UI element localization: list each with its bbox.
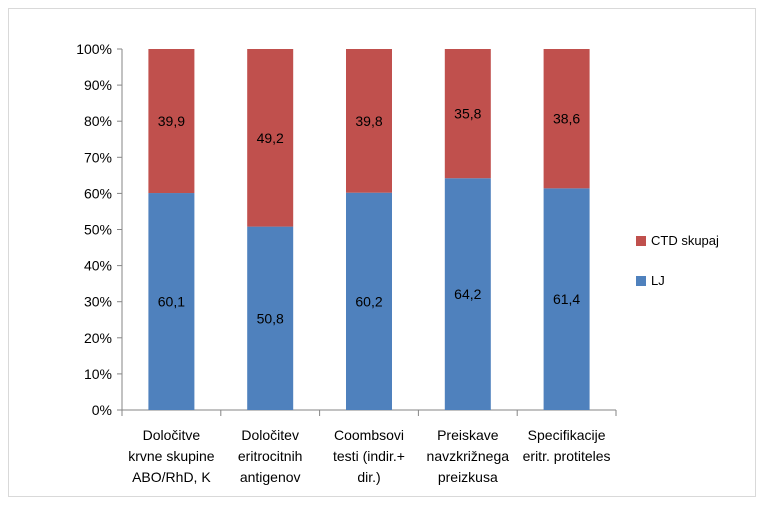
legend-swatch — [636, 276, 646, 286]
bars — [148, 49, 590, 410]
y-tick-label: 10% — [84, 366, 112, 382]
category-label: Preiskave — [437, 427, 499, 443]
data-labels: 60,1 39,9 50,8 49,2 60,2 39,8 64,2 35,8 61,4 38,6 — [158, 106, 581, 327]
y-tick-label: 20% — [84, 330, 112, 346]
bar-lj — [444, 178, 491, 410]
y-tick-label: 60% — [84, 185, 112, 201]
category-label: navzkrižnega — [427, 448, 510, 464]
category-labels: Določitve krvne skupine ABO/RhD, K Določite… — [128, 427, 610, 485]
bar-lj — [247, 226, 294, 410]
data-label: 64,2 — [454, 286, 481, 302]
axes: 0% 10% 20% 30% 40% 50% 60% 70% 80% 90% 100% — [76, 41, 617, 418]
legend-entry: CTD skupaj — [651, 233, 719, 248]
bar-ctd-skupaj — [346, 49, 392, 193]
y-tick-label: 30% — [84, 294, 112, 310]
category-label: Določitve — [143, 427, 201, 443]
y-tick-label: 50% — [84, 222, 112, 238]
y-tick-label: 40% — [84, 258, 112, 274]
legend-entry: LJ — [651, 273, 665, 288]
category-label: ABO/RhD, K — [132, 469, 211, 485]
legend: CTD skupaj LJ — [636, 233, 719, 288]
data-label: 50,8 — [257, 310, 284, 326]
data-label: 35,8 — [454, 106, 481, 122]
y-tick-label: 80% — [84, 113, 112, 129]
y-tick-label: 100% — [76, 41, 112, 57]
y-tick-label: 0% — [92, 402, 112, 418]
y-tick-label: 70% — [84, 149, 112, 165]
category-label: dir.) — [357, 469, 380, 485]
bar-ctd-skupaj — [247, 49, 294, 227]
category-label: preizkusa — [438, 469, 498, 485]
data-label: 49,2 — [257, 130, 284, 146]
data-label: 39,8 — [355, 113, 382, 129]
data-label: 60,2 — [355, 293, 382, 309]
bar-lj — [148, 193, 195, 410]
category-label: eritrocitnih — [238, 448, 303, 464]
bar-ctd-skupaj — [543, 49, 590, 189]
category-label: Specifikacije — [528, 427, 606, 443]
category-label: Določitev — [241, 427, 299, 443]
bar-ctd-skupaj — [148, 49, 195, 194]
category-label: krvne skupine — [128, 448, 215, 464]
legend-swatch — [636, 236, 646, 246]
category-label: testi (indir.+ — [333, 448, 405, 464]
category-label: eritr. protiteles — [523, 448, 611, 464]
y-tick-label: 90% — [84, 77, 112, 93]
category-label: antigenov — [240, 469, 301, 485]
bar-lj — [346, 192, 392, 410]
data-label: 39,9 — [158, 113, 185, 129]
category-label: Coombsovi — [334, 427, 404, 443]
data-label: 60,1 — [158, 294, 185, 310]
bar-lj — [543, 188, 590, 410]
data-label: 38,6 — [553, 111, 580, 127]
data-label: 61,4 — [553, 291, 580, 307]
bar-ctd-skupaj — [444, 49, 491, 179]
